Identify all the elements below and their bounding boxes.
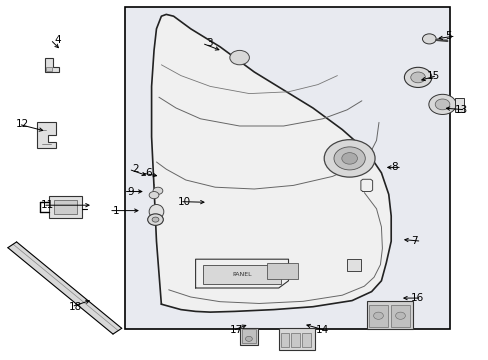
Text: 10: 10: [177, 197, 190, 207]
Circle shape: [147, 214, 163, 225]
Circle shape: [324, 140, 374, 177]
FancyBboxPatch shape: [278, 328, 315, 350]
Text: 8: 8: [390, 162, 397, 172]
FancyBboxPatch shape: [241, 329, 256, 343]
FancyBboxPatch shape: [366, 301, 412, 329]
FancyBboxPatch shape: [368, 305, 387, 327]
Circle shape: [422, 34, 435, 44]
Text: 6: 6: [144, 168, 151, 178]
Text: 7: 7: [410, 236, 417, 246]
Circle shape: [373, 312, 383, 319]
FancyBboxPatch shape: [49, 196, 82, 218]
FancyBboxPatch shape: [390, 305, 409, 327]
Polygon shape: [37, 122, 56, 148]
Circle shape: [395, 312, 405, 319]
Circle shape: [333, 147, 365, 170]
Text: PANEL: PANEL: [232, 272, 251, 277]
Polygon shape: [151, 14, 390, 312]
Text: 18: 18: [69, 302, 82, 312]
FancyBboxPatch shape: [46, 67, 52, 71]
Text: 14: 14: [315, 325, 328, 336]
Circle shape: [152, 217, 159, 222]
Text: 16: 16: [410, 293, 423, 303]
FancyBboxPatch shape: [302, 333, 310, 347]
Circle shape: [404, 67, 431, 87]
FancyBboxPatch shape: [54, 200, 77, 214]
Circle shape: [434, 99, 449, 110]
Text: 13: 13: [454, 105, 467, 115]
FancyBboxPatch shape: [124, 7, 449, 329]
Text: 12: 12: [16, 119, 29, 129]
Circle shape: [245, 336, 252, 341]
Polygon shape: [45, 58, 59, 72]
Circle shape: [153, 187, 163, 194]
Text: 3: 3: [205, 38, 212, 48]
FancyBboxPatch shape: [291, 333, 300, 347]
Circle shape: [428, 94, 455, 114]
Polygon shape: [8, 242, 122, 334]
Text: 17: 17: [230, 325, 243, 336]
Text: 4: 4: [54, 35, 61, 45]
FancyBboxPatch shape: [266, 263, 298, 279]
FancyBboxPatch shape: [203, 265, 281, 284]
Circle shape: [410, 72, 425, 83]
FancyBboxPatch shape: [239, 328, 258, 345]
Text: 5: 5: [444, 31, 451, 41]
Text: 11: 11: [41, 200, 54, 210]
Circle shape: [149, 192, 159, 199]
Circle shape: [341, 153, 357, 164]
Text: 15: 15: [426, 71, 439, 81]
FancyBboxPatch shape: [454, 98, 463, 112]
FancyBboxPatch shape: [280, 333, 289, 347]
FancyBboxPatch shape: [346, 259, 360, 271]
Circle shape: [352, 263, 358, 267]
Text: 9: 9: [127, 186, 134, 197]
Circle shape: [229, 50, 249, 65]
Text: 2: 2: [132, 164, 139, 174]
Ellipse shape: [149, 204, 163, 219]
Text: 1: 1: [113, 206, 120, 216]
